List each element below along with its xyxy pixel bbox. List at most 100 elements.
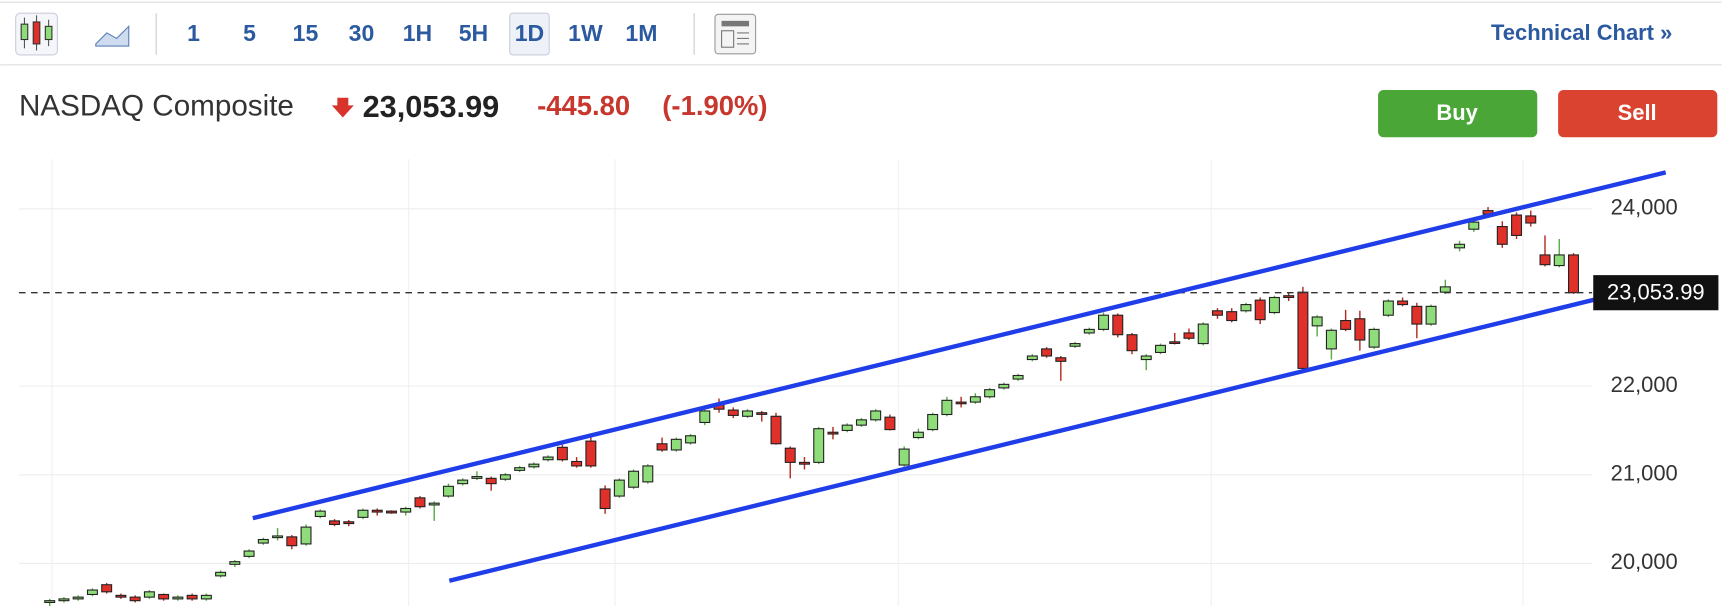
candle-body	[1340, 319, 1352, 330]
candle-body	[300, 526, 312, 545]
candle-body	[357, 509, 369, 518]
candle-body	[770, 415, 782, 445]
candle-body	[1226, 311, 1238, 322]
candle-body	[1568, 254, 1579, 294]
candle-body	[1425, 305, 1437, 325]
candle-body	[927, 413, 939, 431]
candle-body	[86, 589, 98, 596]
candle-body	[798, 461, 810, 465]
plot: 20,000 21,000 22,000 24,000	[18, 195, 1678, 606]
interval-button[interactable]: 1W	[568, 20, 603, 46]
candle-body	[727, 409, 739, 416]
candle-body	[984, 389, 996, 398]
candle-body	[628, 470, 640, 488]
candle-body	[528, 463, 540, 468]
candle-body	[158, 593, 170, 600]
candle-body	[1041, 348, 1053, 357]
layout-icon[interactable]	[714, 13, 757, 55]
candle-body	[229, 561, 241, 565]
candle-body	[414, 497, 426, 508]
line-icon[interactable]	[95, 25, 130, 47]
down-arrow	[331, 97, 354, 118]
y-tick-label: 20,000	[1611, 549, 1678, 574]
interval-button[interactable]: 1M	[625, 20, 657, 46]
candle-body	[428, 502, 440, 506]
candle-body	[1140, 355, 1152, 361]
candle-body	[101, 584, 113, 593]
technical-chart-link[interactable]: Technical Chart »	[1491, 20, 1672, 45]
candle-body	[72, 596, 84, 600]
candle-body	[1382, 300, 1394, 316]
candle-body	[1126, 334, 1138, 352]
candle-body	[1183, 332, 1195, 339]
candle-body	[485, 477, 497, 485]
candle-body	[129, 596, 141, 602]
candle-body	[1496, 226, 1508, 245]
candle-body	[44, 600, 56, 604]
price-tag: 23,053.99	[1593, 275, 1719, 311]
candle-body	[1254, 299, 1266, 321]
candle-icon[interactable]	[15, 12, 58, 56]
last-price-label: 23,053.99	[1607, 280, 1705, 305]
candle-body	[941, 399, 953, 416]
candle-body	[115, 594, 127, 598]
buy-button[interactable]	[1378, 90, 1538, 138]
interval-button[interactable]: 5	[243, 20, 256, 46]
candle-body	[1197, 323, 1209, 345]
candle-body	[1397, 300, 1409, 306]
change: -445.80	[537, 90, 630, 121]
candle-body	[656, 443, 668, 451]
candle-body	[314, 510, 326, 518]
interval-button[interactable]: 5H	[459, 20, 488, 46]
icon-bar	[721, 20, 750, 27]
candle-body	[1539, 254, 1551, 266]
lower-trendline	[448, 281, 1662, 583]
candle-body	[1055, 357, 1067, 362]
candle-body	[1553, 254, 1565, 267]
candle-body	[670, 438, 682, 451]
candle-body	[200, 594, 212, 600]
candle-body	[243, 550, 255, 557]
sell-label[interactable]: Sell	[1618, 100, 1657, 125]
buy-label[interactable]: Buy	[1436, 100, 1478, 125]
candle-body	[1354, 318, 1366, 341]
candle-body	[1012, 374, 1024, 380]
candle-body	[1297, 291, 1309, 369]
candle-body	[898, 448, 910, 466]
candle-body	[1468, 221, 1480, 230]
icon-body	[32, 21, 41, 45]
candle-body	[471, 476, 483, 479]
y-tick-label: 21,000	[1611, 461, 1678, 486]
instrument-name: NASDAQ Composite	[19, 89, 294, 122]
interval-button[interactable]: 15	[293, 20, 319, 46]
candle-body	[642, 465, 654, 483]
interval-button[interactable]: 1	[187, 20, 200, 46]
candle-body	[1454, 243, 1466, 249]
candle-body	[742, 410, 754, 417]
candle-body	[855, 419, 867, 426]
candle-body	[58, 598, 70, 602]
interval-button[interactable]: 1H	[403, 20, 432, 46]
candle-body	[1083, 328, 1095, 334]
candle-body	[969, 396, 981, 403]
candle-body	[1069, 343, 1081, 347]
candle-body	[841, 424, 853, 432]
candle-body	[813, 428, 825, 463]
candle-body	[1311, 316, 1323, 327]
candle-body	[912, 431, 924, 439]
upper-trendline	[252, 170, 1667, 521]
candle-body	[442, 485, 454, 497]
candle-body	[699, 410, 711, 424]
sell-button[interactable]	[1558, 90, 1718, 138]
active-interval-box	[509, 12, 550, 56]
candle-body	[884, 416, 896, 431]
interval-button[interactable]: 30	[349, 20, 375, 46]
candle-body	[272, 535, 284, 539]
candle-body	[1411, 305, 1423, 325]
candle-body	[1026, 355, 1038, 361]
candle-body	[172, 596, 184, 600]
interval-button[interactable]: 1D	[515, 20, 544, 46]
icon-bar	[721, 30, 735, 48]
candle-body	[784, 447, 796, 463]
